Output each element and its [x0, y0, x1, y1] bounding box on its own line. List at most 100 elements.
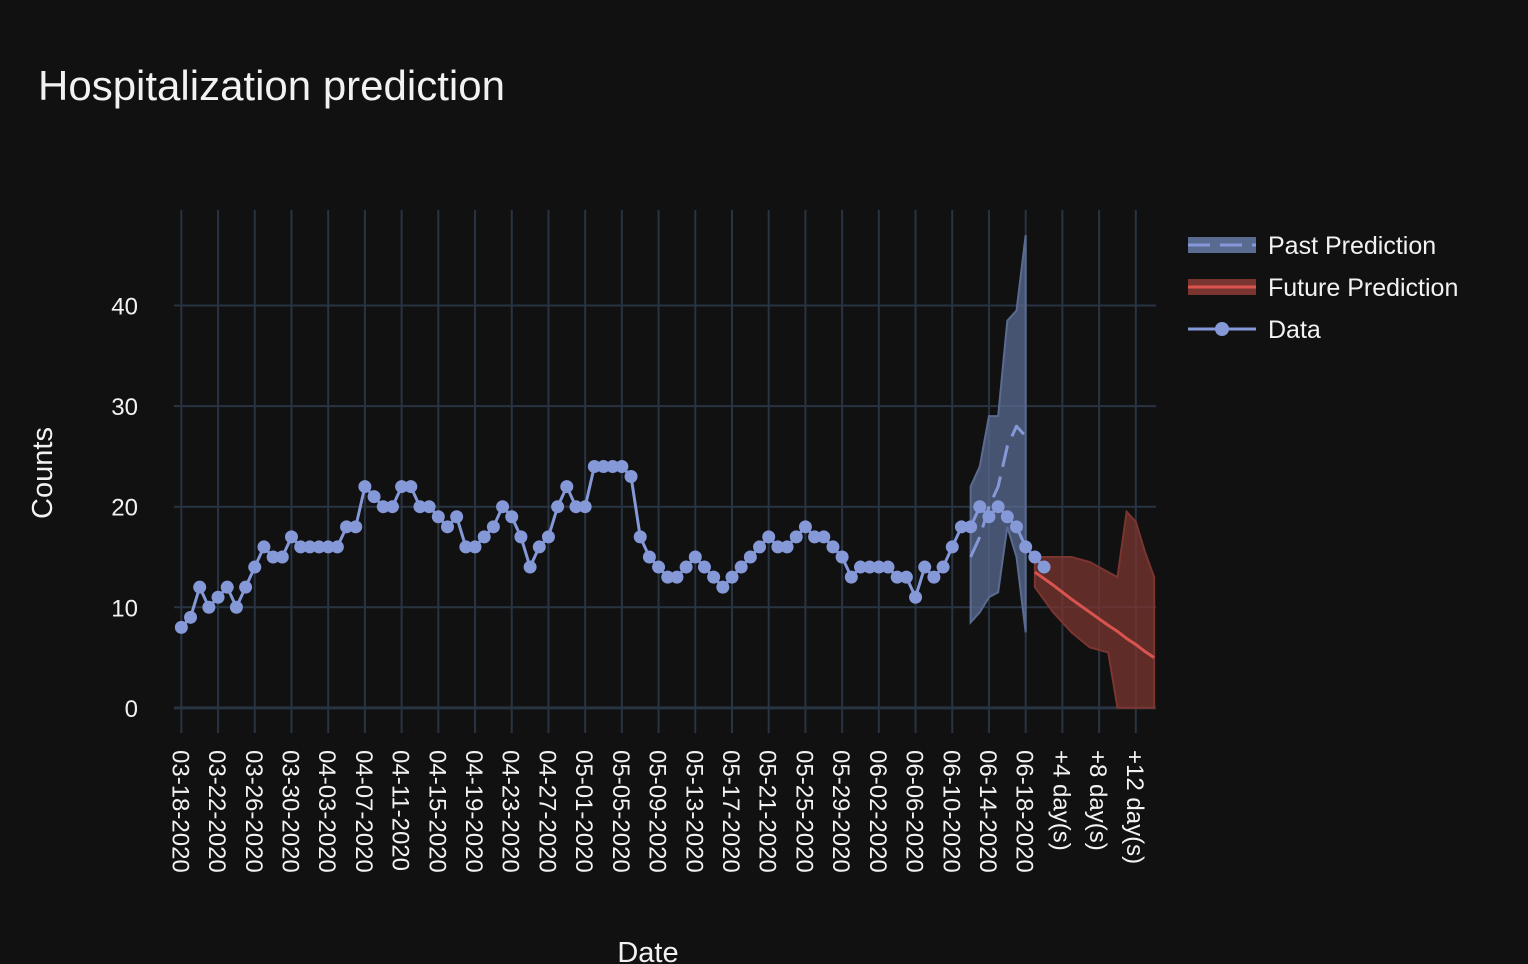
- data-point: [514, 530, 528, 544]
- x-tick-label: +4 day(s): [1047, 750, 1074, 851]
- data-point: [174, 620, 188, 634]
- data-point: [229, 600, 243, 614]
- x-tick-label: 06-02-2020: [864, 750, 891, 873]
- data-point: [422, 500, 436, 514]
- data-point: [670, 570, 684, 584]
- future-prediction-line: [1033, 570, 1155, 659]
- data-point: [275, 550, 289, 564]
- data-point: [964, 520, 978, 534]
- data-point: [541, 530, 555, 544]
- data-point: [477, 530, 491, 544]
- data-point: [303, 540, 317, 554]
- data-point: [789, 530, 803, 544]
- legend-label: Past Prediction: [1268, 232, 1436, 260]
- x-tick-label: 04-15-2020: [423, 750, 450, 873]
- x-tick-label: 04-23-2020: [497, 750, 524, 873]
- data-point: [505, 510, 519, 524]
- data-point: [844, 570, 858, 584]
- data-markers: [174, 459, 1051, 634]
- data-point: [211, 590, 225, 604]
- x-tick-label: 04-07-2020: [350, 750, 377, 873]
- data-point: [853, 560, 867, 574]
- past-prediction-band: [969, 235, 1027, 633]
- data-point: [413, 500, 427, 514]
- y-tick-label: 10: [111, 595, 138, 622]
- legend-item-future-prediction[interactable]: Future Prediction: [1188, 274, 1458, 302]
- x-tick-label: 05-13-2020: [680, 750, 707, 873]
- x-tick-label: 06-14-2020: [974, 750, 1001, 873]
- data-point: [725, 570, 739, 584]
- data-point: [936, 560, 950, 574]
- data-point: [863, 560, 877, 574]
- data-point: [459, 540, 473, 554]
- x-tick-label: 04-11-2020: [387, 750, 414, 871]
- data-point: [642, 550, 656, 564]
- data-point: [385, 500, 399, 514]
- data-point: [431, 510, 445, 524]
- x-tick-label: 05-29-2020: [827, 750, 854, 873]
- data-point: [771, 540, 785, 554]
- x-tick-label: 03-18-2020: [166, 750, 193, 873]
- x-tick-label: +8 day(s): [1084, 750, 1111, 851]
- data-point: [184, 610, 198, 624]
- legend[interactable]: Past Prediction Future Prediction Data: [1188, 232, 1458, 344]
- legend-label: Future Prediction: [1268, 274, 1458, 302]
- data-point: [798, 520, 812, 534]
- data-point: [358, 480, 372, 494]
- data-point: [440, 520, 454, 534]
- data-point: [560, 480, 574, 494]
- confidence-bands: [969, 235, 1156, 709]
- data-point: [349, 520, 363, 534]
- x-tick-label: 05-25-2020: [790, 750, 817, 873]
- data-point: [954, 520, 968, 534]
- data-point: [652, 560, 666, 574]
- legend-item-data[interactable]: Data: [1188, 316, 1321, 344]
- data-point: [716, 580, 730, 594]
- data-point: [615, 459, 629, 473]
- x-axis-title: Date: [617, 937, 678, 964]
- data-point: [909, 590, 923, 604]
- x-tick-label: 03-22-2020: [203, 750, 230, 873]
- data-point: [890, 570, 904, 584]
- data-point: [532, 540, 546, 554]
- y-tick-label: 30: [111, 394, 138, 421]
- legend-marker: [1215, 322, 1229, 336]
- data-point: [762, 530, 776, 544]
- data-point: [982, 510, 996, 524]
- future-prediction-band: [1033, 509, 1156, 709]
- data-point: [257, 540, 271, 554]
- legend-item-past-prediction[interactable]: Past Prediction: [1188, 232, 1436, 260]
- y-tick-labels: 0 10 20 30 40: [111, 294, 138, 723]
- data-point: [808, 530, 822, 544]
- data-point: [220, 580, 234, 594]
- data-point: [624, 470, 638, 484]
- x-tick-label: 06-10-2020: [937, 750, 964, 873]
- data-point: [899, 570, 913, 584]
- x-tick-label: 03-30-2020: [276, 750, 303, 873]
- data-point: [945, 540, 959, 554]
- data-point: [734, 560, 748, 574]
- y-tick-label: 40: [111, 294, 138, 321]
- data-point: [578, 500, 592, 514]
- data-point: [395, 480, 409, 494]
- data-point: [523, 560, 537, 574]
- data-point: [597, 459, 611, 473]
- data-point: [321, 540, 335, 554]
- data-point: [780, 540, 794, 554]
- data-point: [587, 459, 601, 473]
- data-point: [486, 520, 500, 534]
- data-point: [661, 570, 675, 584]
- data-point: [340, 520, 354, 534]
- past-prediction-line: [969, 424, 1027, 558]
- y-tick-label: 0: [125, 696, 138, 723]
- x-tick-label: 04-03-2020: [313, 750, 340, 873]
- data-point: [248, 560, 262, 574]
- data-point: [569, 500, 583, 514]
- x-tick-label: +12 day(s): [1121, 750, 1148, 864]
- data-point: [551, 500, 565, 514]
- data-point: [193, 580, 207, 594]
- data-point: [881, 560, 895, 574]
- data-point: [679, 560, 693, 574]
- data-point: [202, 600, 216, 614]
